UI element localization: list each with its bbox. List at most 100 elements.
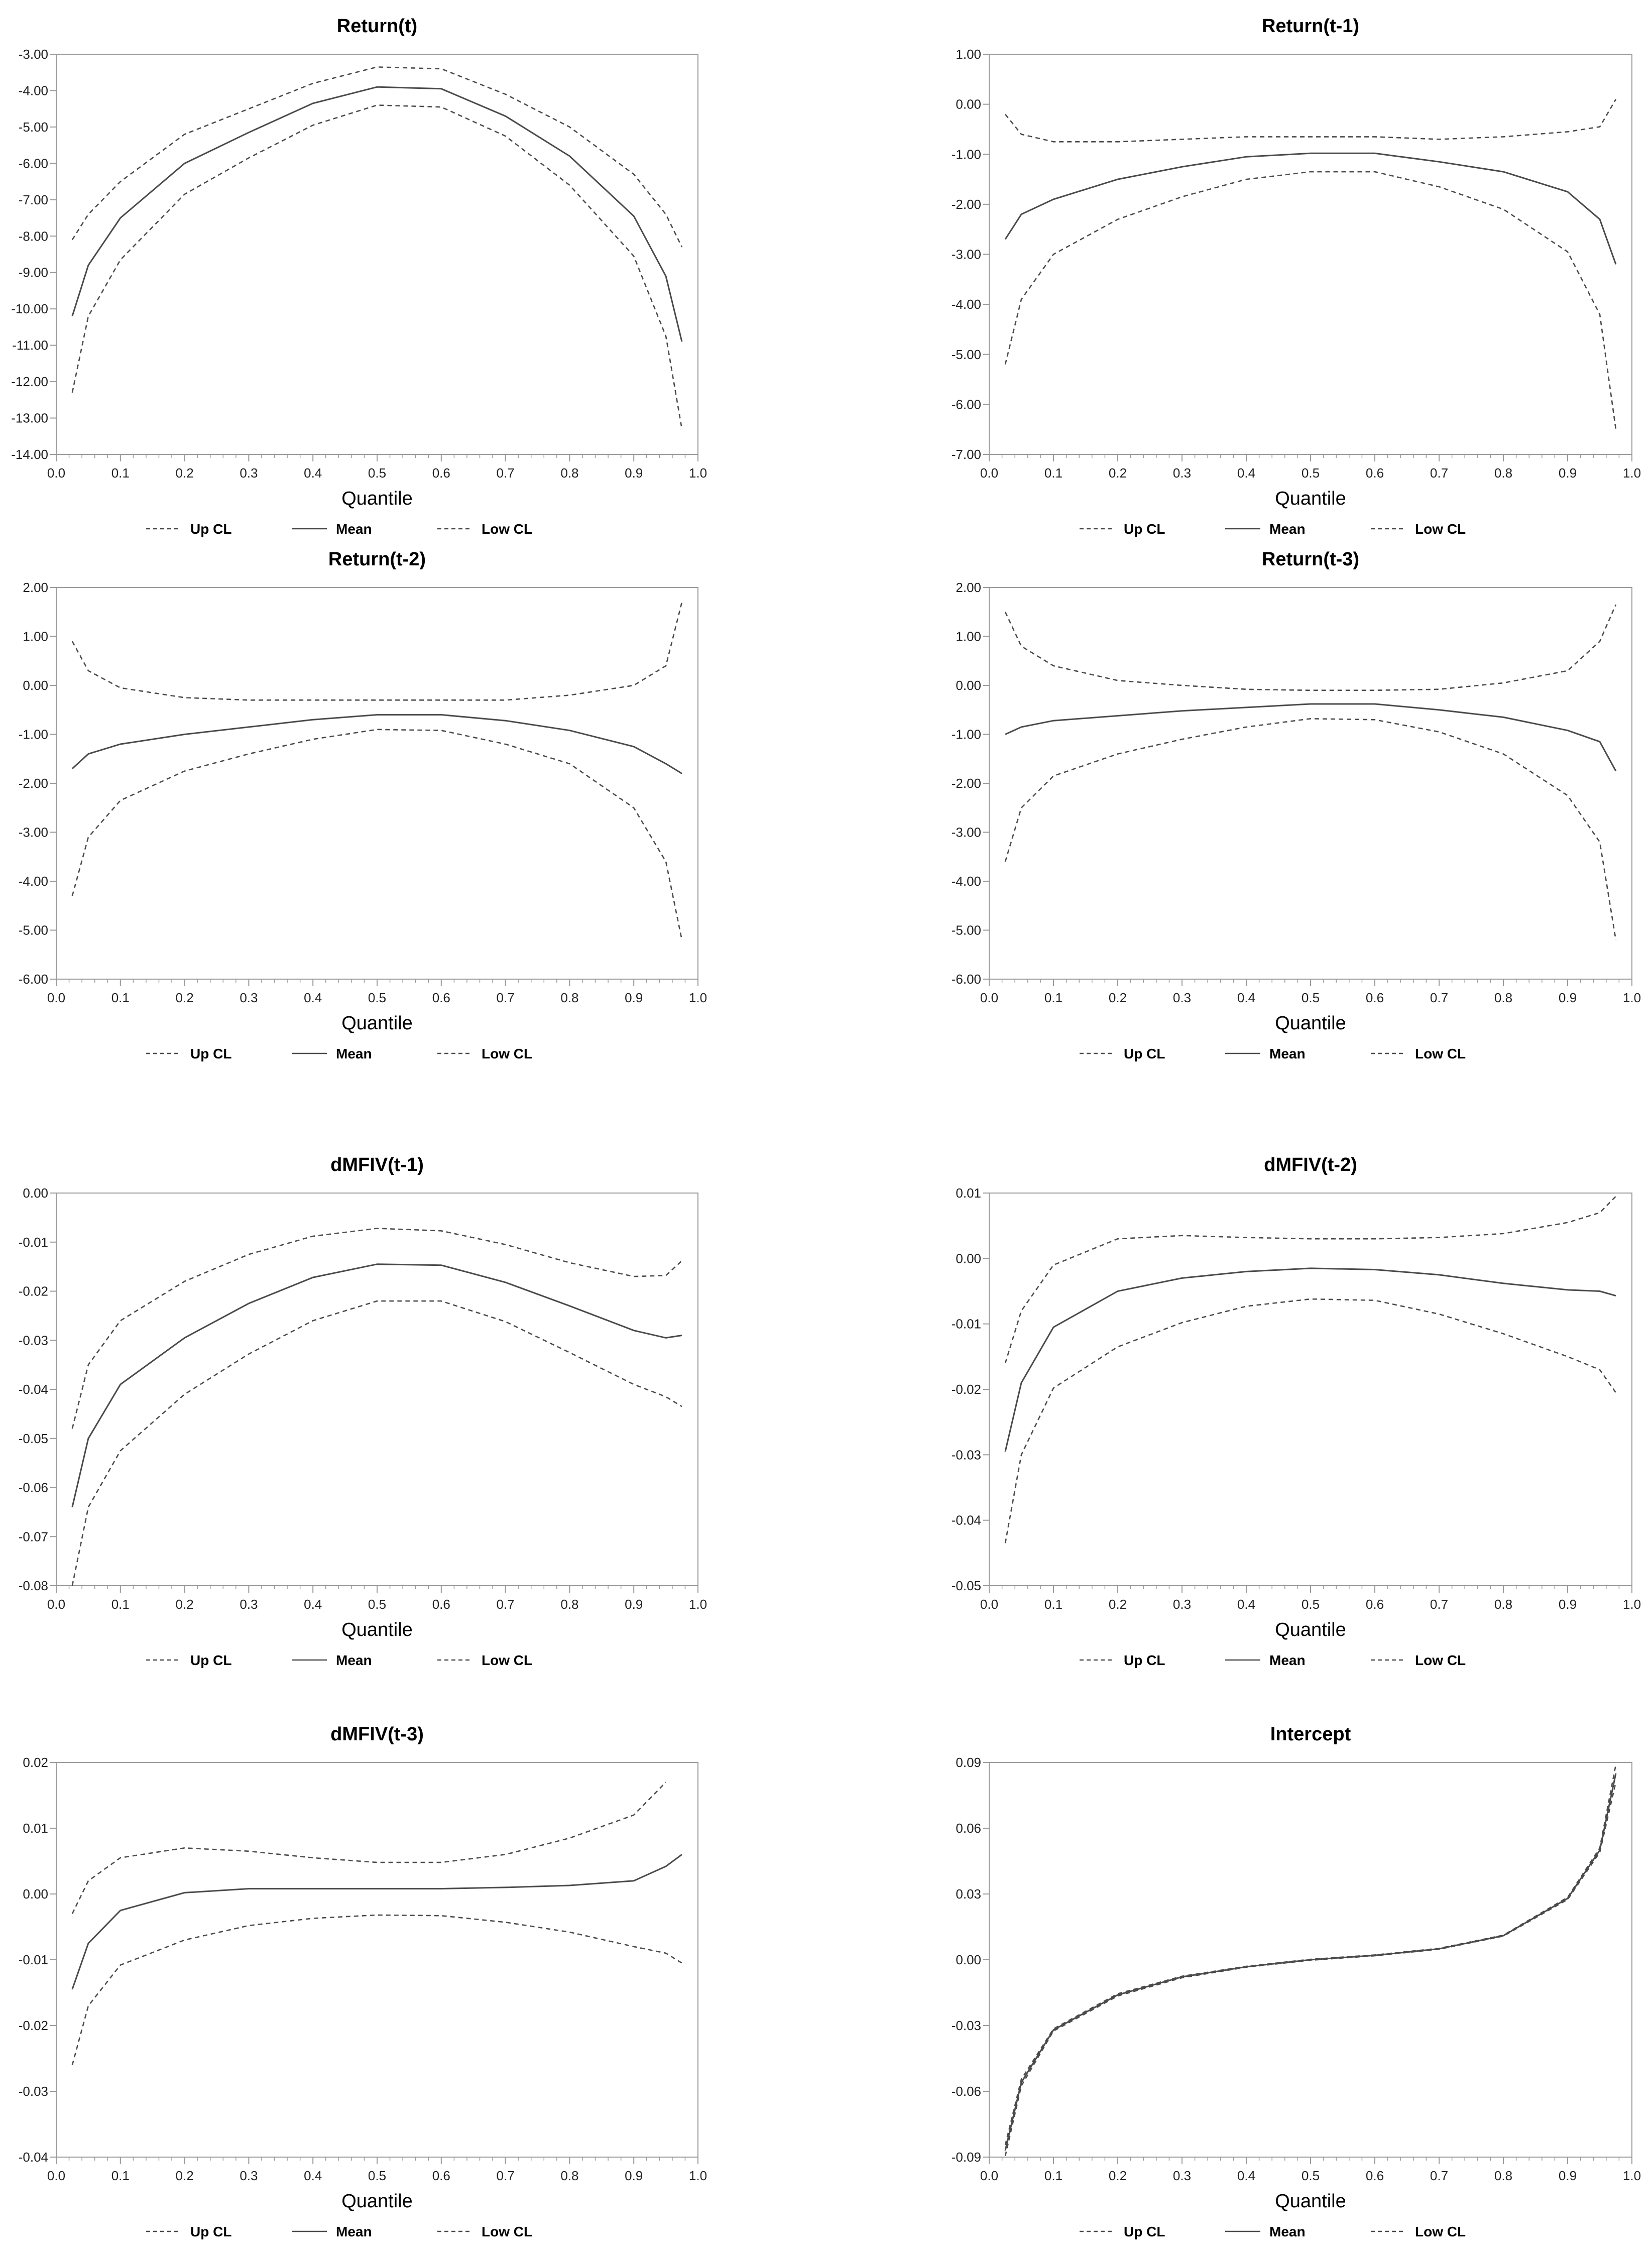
x-tick-label: 0.9 (625, 465, 643, 481)
series-line-mean (1005, 703, 1617, 772)
y-tick-label: 1.00 (23, 629, 48, 644)
legend-label: Low CL (482, 2224, 532, 2239)
x-tick-label: 0.4 (304, 2168, 322, 2183)
y-tick-label: 0.03 (956, 1886, 981, 1902)
y-tick-label: 0.00 (956, 97, 981, 112)
y-tick-label: -0.04 (19, 2150, 48, 2165)
x-tick-label: 0.0 (980, 2168, 998, 2183)
legend-label: Up CL (1124, 1652, 1165, 1668)
series-line-low-cl (71, 104, 683, 429)
x-tick-label: 0.9 (1559, 990, 1577, 1005)
legend-label: Mean (1269, 1046, 1306, 1061)
x-tick-label: 0.6 (1366, 990, 1384, 1005)
x-tick-label: 0.9 (625, 990, 643, 1005)
y-tick-label: -0.07 (19, 1529, 48, 1544)
legend-label: Up CL (1124, 521, 1165, 537)
x-tick-label: 1.0 (689, 1597, 707, 1612)
plot-frame (56, 54, 698, 455)
y-tick-label: -0.09 (952, 2150, 981, 2165)
y-tick-label: -3.00 (19, 47, 48, 62)
x-axis-label: Quantile (1275, 2191, 1346, 2212)
chart-panel-4: Return(t-3) 2.00 1.00 0.00 -1.00 -2.00 -3.00 -4… (952, 549, 1641, 1061)
x-axis-label: Quantile (341, 2191, 413, 2212)
x-tick-label: 0.1 (1044, 465, 1063, 481)
x-tick-label: 0.5 (1302, 465, 1320, 481)
y-tick-label: -4.00 (952, 297, 981, 312)
x-tick-label: 0.3 (1173, 990, 1191, 1005)
x-tick-label: 0.4 (1237, 465, 1255, 481)
y-tick-label: -0.03 (19, 1333, 48, 1348)
x-tick-label: 0.5 (1302, 990, 1320, 1005)
chart-title: dMFIV(t-2) (1264, 1154, 1357, 1175)
plot-frame (56, 1193, 698, 1586)
legend-label: Mean (336, 2224, 372, 2239)
x-tick-label: 0.1 (111, 990, 130, 1005)
y-tick-label: -0.03 (952, 2018, 981, 2033)
y-tick-label: -12.00 (11, 374, 48, 389)
x-tick-label: 0.8 (1494, 465, 1512, 481)
legend-label: Low CL (482, 521, 532, 537)
x-tick-label: 0.9 (625, 2168, 643, 2183)
x-tick-label: 0.0 (47, 465, 65, 481)
y-tick-label: -8.00 (19, 228, 48, 244)
legend-label: Mean (336, 1652, 372, 1668)
y-tick-label: -5.00 (952, 347, 981, 362)
series-line-mean (1004, 1267, 1616, 1452)
legend-label: Up CL (190, 2224, 231, 2239)
x-tick-label: 0.1 (111, 1597, 130, 1612)
x-tick-label: 0.0 (980, 465, 998, 481)
y-tick-label: 1.00 (956, 47, 981, 62)
x-tick-label: 0.5 (1302, 1597, 1320, 1612)
legend-label: Up CL (190, 1652, 231, 1668)
y-tick-label: 0.00 (956, 1251, 981, 1266)
x-tick-label: 1.0 (1623, 1597, 1641, 1612)
y-tick-label: -0.03 (952, 1447, 981, 1462)
chart-title: Return(t-1) (1262, 16, 1359, 37)
y-tick-label: -0.01 (19, 1235, 48, 1250)
x-tick-label: 0.5 (368, 465, 386, 481)
x-tick-label: 0.5 (368, 1597, 386, 1612)
x-tick-label: 0.6 (1366, 1597, 1384, 1612)
x-tick-label: 0.5 (1302, 2168, 1320, 2183)
x-tick-label: 0.9 (625, 1597, 643, 1612)
y-tick-label: -0.04 (19, 1382, 48, 1397)
chart-panel-1: Return(t) -3.00 -4.00 -5.00 -6.00 -7.00 -8.00 -… (11, 16, 707, 537)
legend-label: Low CL (1415, 521, 1466, 537)
legend-label: Mean (1269, 2224, 1306, 2239)
x-tick-label: 0.7 (497, 990, 515, 1005)
x-tick-label: 1.0 (1623, 2168, 1641, 2183)
series-line-up-cl (1004, 1764, 1617, 2146)
chart-panel-6: dMFIV(t-2) 0.01 0.00 -0.01 -0.02 -0.03 -0.04 -0… (952, 1154, 1641, 1668)
plot-frame (989, 587, 1632, 980)
chart-panel-8: Intercept 0.09 0.06 0.03 0.00 -0.03 -0.06 -0.09… (952, 1724, 1641, 2239)
y-tick-label: -0.02 (19, 2018, 48, 2033)
y-tick-label: 0.00 (23, 678, 48, 693)
x-tick-label: 0.8 (560, 465, 578, 481)
y-tick-label: -0.04 (952, 1513, 981, 1528)
y-tick-label: -0.05 (952, 1578, 981, 1593)
y-tick-label: -9.00 (19, 265, 48, 280)
x-tick-label: 0.1 (111, 465, 130, 481)
legend-label: Low CL (482, 1046, 532, 1061)
series-line-up-cl (71, 66, 683, 248)
legend-label: Up CL (190, 521, 231, 537)
y-tick-label: 2.00 (956, 580, 981, 595)
chart-title: Return(t-3) (1262, 549, 1359, 570)
series-line-low-cl (1004, 1298, 1617, 1544)
x-tick-label: 0.1 (1044, 990, 1063, 1005)
x-tick-label: 0.2 (176, 1597, 194, 1612)
x-tick-label: 0.4 (304, 990, 322, 1005)
y-tick-label: -5.00 (952, 923, 981, 938)
series-line-low-cl (1004, 718, 1617, 940)
chart-title: Return(t-2) (328, 549, 426, 570)
chart-panel-3: Return(t-2) 2.00 1.00 0.00 -1.00 -2.00 -3.00 -4… (19, 549, 707, 1061)
y-tick-label: -14.00 (11, 447, 48, 462)
y-tick-label: 0.01 (23, 1821, 48, 1836)
x-tick-label: 0.7 (1430, 1597, 1448, 1612)
y-tick-label: -11.00 (12, 338, 48, 353)
series-line-mean (1004, 1773, 1617, 2151)
x-tick-label: 1.0 (689, 465, 707, 481)
x-tick-label: 0.7 (1430, 990, 1448, 1005)
chart-title: dMFIV(t-1) (330, 1154, 424, 1175)
